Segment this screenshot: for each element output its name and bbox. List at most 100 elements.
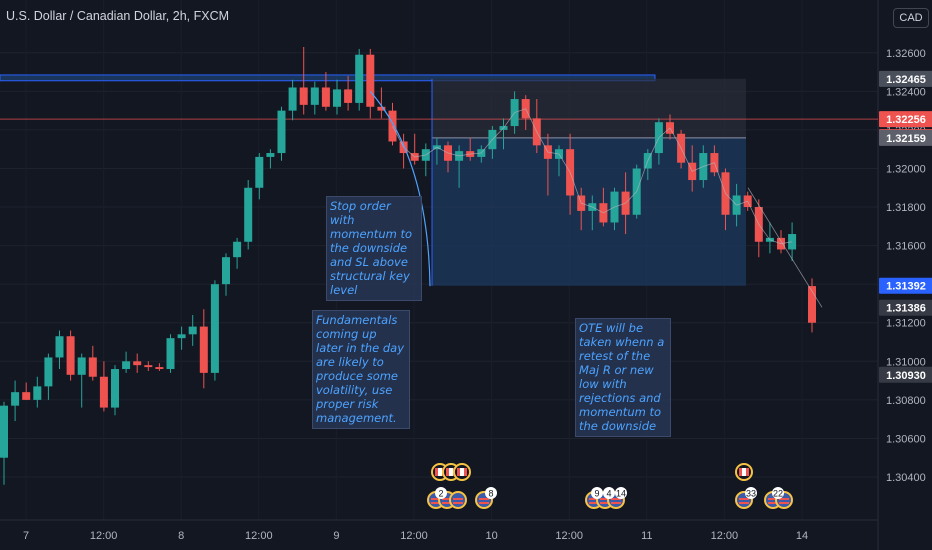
x-tick-label: 12:00 [90,530,118,542]
y-tick-label: 1.32000 [886,163,926,175]
price-tag-bg [879,111,932,128]
price-tag-label: 1.31392 [886,281,926,293]
candle[interactable] [111,365,119,416]
event-flag-ca[interactable] [453,463,471,481]
candle[interactable] [55,330,64,370]
candle[interactable] [177,326,186,350]
candle-body [288,87,297,111]
candle[interactable] [188,315,197,346]
price-tag: 1.31386 [879,299,932,316]
event-count-badge: 22 [772,487,784,499]
candle[interactable] [310,81,319,115]
candle[interactable] [11,380,20,422]
candle[interactable] [277,106,286,161]
candle[interactable] [266,149,275,169]
candle[interactable] [88,345,97,381]
event-flag-ca[interactable] [735,463,753,481]
candle[interactable] [299,46,308,115]
candle[interactable] [66,330,75,381]
candle[interactable] [233,237,242,269]
candle[interactable] [133,353,142,373]
candle[interactable] [0,401,8,485]
event-count-badge: 9 [591,487,603,499]
candle-body [33,386,42,400]
currency-button[interactable]: CAD [893,8,929,28]
note-ote[interactable]: OTE will be taken whenn a retest of the … [575,318,671,437]
candle-body [99,376,108,408]
candle[interactable] [677,129,686,169]
candle[interactable] [22,382,31,400]
candle-body [210,284,219,373]
candle-body [55,336,64,358]
candle-body [77,357,86,375]
candle[interactable] [321,72,330,111]
svg-text:33: 33 [746,489,756,499]
event-flag-us[interactable] [449,491,467,509]
candle-body [808,286,816,323]
candle[interactable] [808,278,816,333]
candle-body [199,326,208,373]
zone-position_reward[interactable] [432,137,746,286]
candle[interactable] [222,253,230,296]
price-tag-label: 1.32256 [886,114,926,126]
candle-body [299,87,308,105]
candle[interactable] [122,351,131,373]
price-tag: 1.30930 [879,366,932,383]
x-tick-label: 12:00 [711,530,739,542]
candle-body [11,392,20,406]
candle[interactable] [166,334,175,373]
x-tick-label: 8 [178,530,184,542]
price-tag-label: 1.31386 [886,303,926,315]
candle[interactable] [244,180,253,250]
candle[interactable] [77,353,86,408]
y-tick-label: 1.31800 [886,202,926,214]
candle[interactable] [344,75,353,111]
candle-body [277,110,286,154]
candle[interactable] [366,48,375,119]
candle-body [222,257,230,285]
candle[interactable] [199,309,208,389]
x-tick-label: 7 [23,530,29,542]
candle[interactable] [377,87,386,119]
candle-body [355,54,364,103]
candle-body [155,367,164,370]
candle[interactable] [410,133,419,165]
svg-text:4: 4 [606,489,611,499]
candle[interactable] [288,79,297,121]
zone-position_risk[interactable] [432,78,746,138]
price-tag-label: 1.30930 [886,370,926,382]
candle-body [22,392,31,400]
candle-body [233,241,242,258]
note-fundamentals[interactable]: Fundamentals coming up later in the day … [312,310,410,429]
event-count-badge: 33 [745,487,757,499]
x-tick-label: 9 [333,530,339,542]
candle[interactable] [255,153,264,200]
x-tick-label: 12:00 [400,530,428,542]
candle[interactable] [421,143,430,177]
candle-body [255,156,264,188]
x-tick-label: 12:00 [555,530,583,542]
candle[interactable] [144,361,153,371]
price-tag-bg [879,277,932,294]
candle[interactable] [333,79,341,115]
candle-body [44,357,53,387]
price-tag-bg [879,299,932,316]
candle[interactable] [355,48,364,111]
candle[interactable] [210,280,219,381]
x-tick-label: 14 [796,530,808,542]
entry-arrow [369,90,431,287]
candle[interactable] [33,376,42,408]
candle-body [188,326,197,335]
note-stop-order[interactable]: Stop order with momentum to the downside… [326,196,422,301]
candle-body [166,338,175,370]
event-count-badge: 8 [485,487,497,499]
price-tag-bg [879,129,932,146]
candle-body [377,106,386,111]
candle-body [344,89,353,103]
zone-resistance[interactable] [0,74,656,82]
candle-body [66,336,75,375]
candle[interactable] [99,361,108,412]
candle[interactable] [44,353,53,400]
candle[interactable] [155,363,164,371]
